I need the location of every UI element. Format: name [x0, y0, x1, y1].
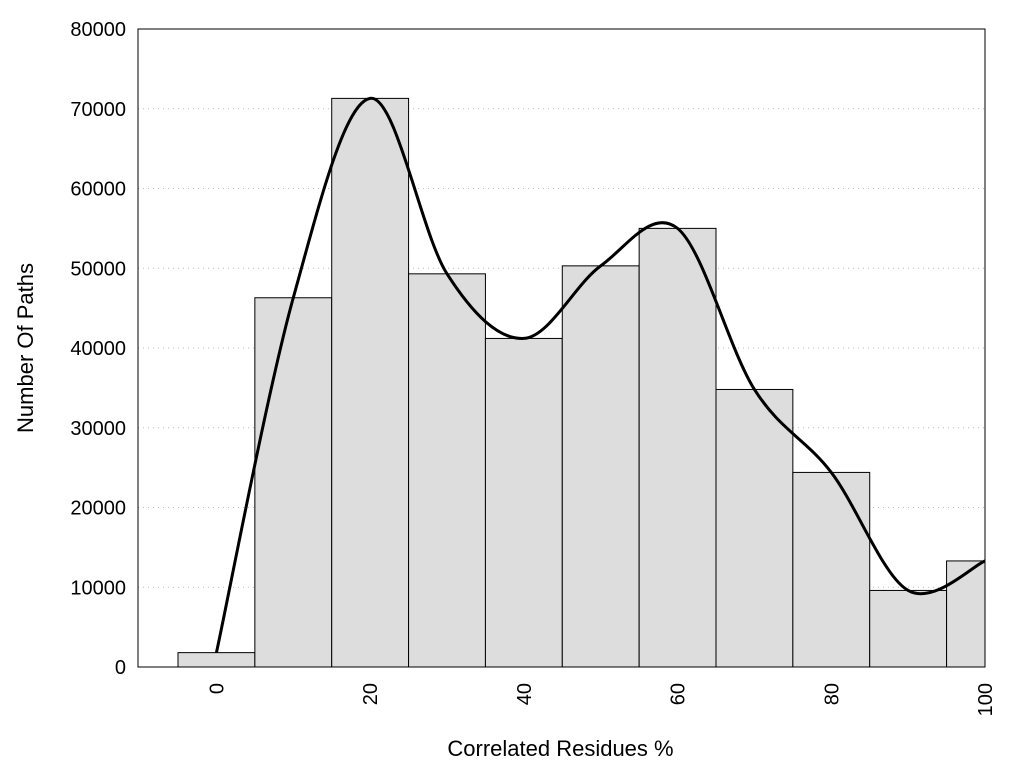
y-tick-label: 0 [115, 657, 126, 679]
y-tick-label: 40000 [70, 338, 126, 360]
bar [331, 97, 410, 668]
bar [484, 337, 563, 668]
y-tick-labels: 0 10000 20000 30000 40000 50000 60000 70000 8000… [70, 19, 126, 679]
y-tick-label: 50000 [70, 258, 126, 280]
x-tick-label: 60 [668, 683, 690, 705]
y-axis-label: Number Of Paths [13, 263, 38, 433]
bars [177, 97, 986, 668]
x-tick-label: 80 [821, 683, 843, 705]
x-tick-label: 0 [206, 683, 228, 694]
bar [561, 265, 640, 668]
x-axis-label: Correlated Residues % [447, 736, 673, 761]
x-tick-label: 100 [975, 683, 997, 716]
y-tick-label: 30000 [70, 418, 126, 440]
bar [177, 652, 256, 668]
x-tick-label: 40 [514, 683, 536, 705]
y-tick-label: 10000 [70, 577, 126, 599]
bar [946, 560, 986, 668]
y-tick-label: 60000 [70, 179, 126, 201]
y-tick-label: 70000 [70, 99, 126, 121]
y-tick-label: 80000 [70, 19, 126, 41]
bar [638, 227, 717, 668]
bar [715, 388, 794, 668]
trend-curve-layer [214, 96, 986, 653]
plot-frame [137, 28, 986, 668]
bar [408, 273, 486, 668]
bar [792, 471, 871, 668]
x-tick-labels: 0 20 40 60 80 100 [206, 683, 997, 716]
bar [254, 297, 333, 668]
y-tick-label: 20000 [70, 498, 126, 520]
bar [869, 589, 948, 668]
trend-curve [214, 96, 986, 653]
x-tick-label: 20 [360, 683, 382, 705]
